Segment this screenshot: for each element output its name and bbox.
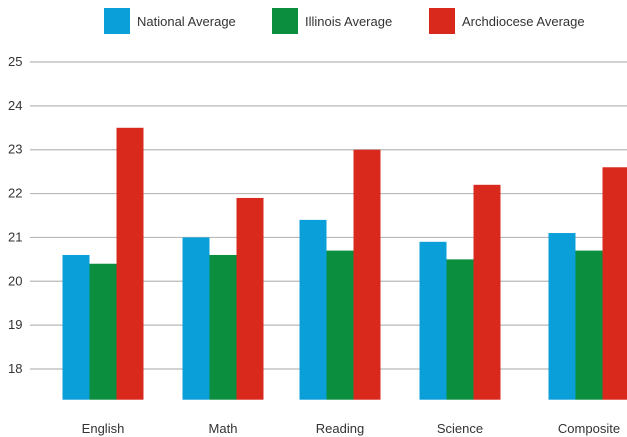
x-tick-label: Composite — [558, 421, 620, 436]
bar-illinois-reading[interactable] — [326, 250, 354, 400]
y-tick-label: 20 — [8, 273, 22, 288]
bar-archdiocese-science[interactable] — [473, 184, 501, 400]
legend-item-national[interactable]: National Average — [104, 7, 236, 35]
y-tick-label: 19 — [8, 317, 22, 332]
bar-national-composite[interactable] — [548, 233, 576, 400]
x-tick-label: Science — [437, 421, 483, 436]
bar-national-reading[interactable] — [299, 219, 327, 400]
bar-archdiocese-composite[interactable] — [602, 167, 627, 400]
legend-swatch-illinois — [272, 8, 298, 34]
legend-item-illinois[interactable]: Illinois Average — [272, 7, 392, 35]
bar-illinois-composite[interactable] — [575, 250, 603, 400]
x-tick-label: English — [82, 421, 125, 436]
y-tick-label: 22 — [8, 186, 22, 201]
bar-illinois-science[interactable] — [446, 259, 474, 400]
bar-illinois-math[interactable] — [209, 254, 237, 400]
legend-label-national: National Average — [137, 13, 236, 29]
y-tick-label: 21 — [8, 229, 22, 244]
bar-national-math[interactable] — [182, 237, 210, 400]
bar-illinois-english[interactable] — [89, 263, 117, 400]
legend-label-illinois: Illinois Average — [305, 13, 393, 29]
bar-national-english[interactable] — [62, 254, 90, 400]
y-tick-label: 24 — [8, 98, 22, 113]
legend-swatch-archdiocese — [429, 8, 455, 34]
x-tick-label: Math — [209, 421, 238, 436]
legend-item-archdiocese[interactable]: Archdiocese Average — [429, 7, 585, 35]
x-tick-label: Reading — [316, 421, 364, 436]
y-tick-label: 18 — [8, 361, 22, 376]
bar-national-science[interactable] — [419, 241, 447, 400]
bar-archdiocese-reading[interactable] — [353, 149, 381, 400]
bar-archdiocese-english[interactable] — [116, 127, 144, 400]
y-tick-label: 25 — [8, 54, 22, 69]
bar-archdiocese-math[interactable] — [236, 197, 264, 400]
legend-label-archdiocese: Archdiocese Average — [462, 13, 585, 29]
legend-swatch-national — [104, 8, 130, 34]
y-tick-label: 23 — [8, 142, 22, 157]
chart-legend: National Average Illinois Average Archdi… — [0, 7, 627, 35]
